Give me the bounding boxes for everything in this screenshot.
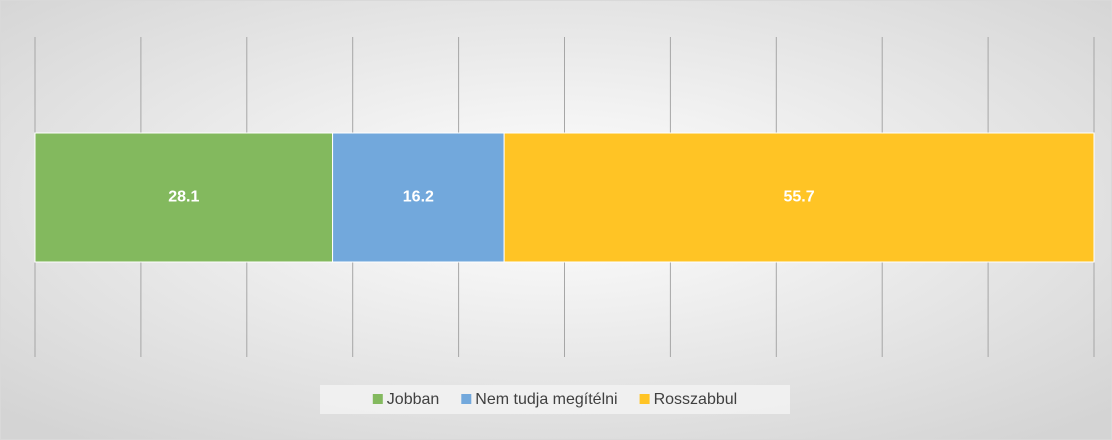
bar-segment bbox=[332, 132, 505, 263]
legend-item: Nem tudja megítélni bbox=[461, 391, 618, 408]
legend-box bbox=[320, 385, 790, 414]
legend-swatch bbox=[639, 394, 650, 404]
legend-label: Nem tudja megítélni bbox=[475, 391, 617, 408]
bar-segment bbox=[503, 132, 1095, 263]
legend: Jobban Nem tudja megítélni Rosszabbul bbox=[372, 391, 738, 408]
legend-label: Jobban bbox=[387, 391, 440, 408]
legend-item: Jobban bbox=[372, 391, 440, 408]
legend-swatch bbox=[372, 394, 383, 404]
bar-segment bbox=[34, 132, 334, 263]
data-label: 28.1 bbox=[168, 189, 199, 206]
bars: 28.1 16.2 55.7 bbox=[34, 132, 1095, 263]
data-label: 16.2 bbox=[403, 189, 434, 206]
legend-swatch bbox=[461, 394, 472, 404]
legend-item: Rosszabbul bbox=[639, 391, 738, 408]
data-label: 55.7 bbox=[783, 189, 814, 206]
legend-label: Rosszabbul bbox=[654, 391, 738, 408]
